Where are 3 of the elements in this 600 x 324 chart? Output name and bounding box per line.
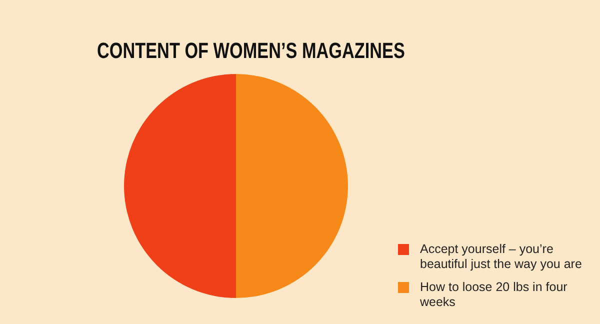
chart-title: CONTENT OF WOMEN’S MAGAZINES <box>97 38 405 64</box>
legend-label: How to loose 20 lbs in four weeks <box>420 280 568 310</box>
legend-label: Accept yourself – you’re beautiful just the way you are <box>420 242 583 272</box>
